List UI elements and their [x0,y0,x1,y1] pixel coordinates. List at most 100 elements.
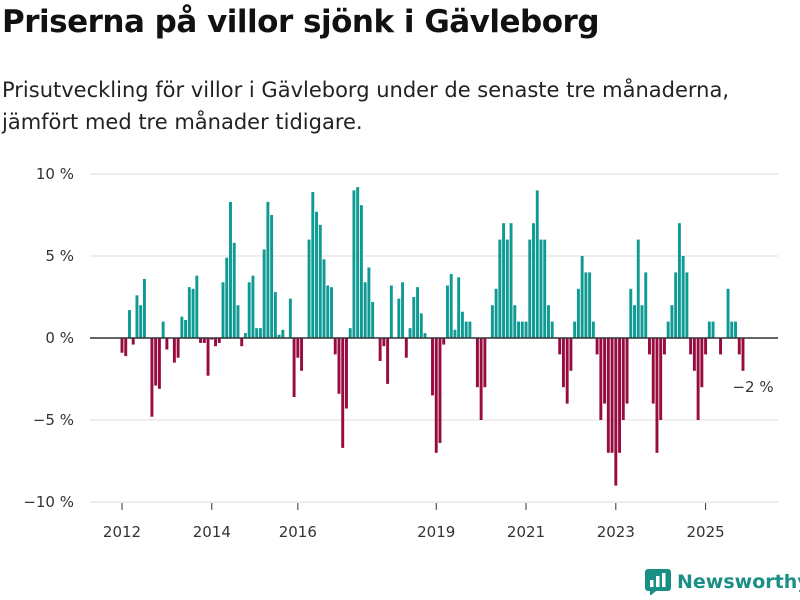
x-tick-label: 2012 [103,523,141,541]
bar [576,288,580,338]
bar [618,338,622,453]
bar [670,305,674,338]
bar [502,223,506,338]
bar [719,338,723,355]
bar [371,301,375,338]
bar [543,239,547,338]
bar [651,338,655,404]
bar [453,329,457,338]
bar [520,321,524,338]
x-tick-label: 2016 [279,523,317,541]
bar [128,310,131,338]
bar [367,267,371,338]
bar [217,338,221,343]
bar [187,287,191,338]
bar [266,201,270,338]
bar [386,338,390,384]
bar [457,277,461,338]
bar [389,285,393,338]
bar [610,338,614,453]
bar [614,338,618,486]
bar [494,288,498,338]
bar [490,305,494,338]
bar [737,338,741,355]
bar [599,338,603,420]
bar [322,259,326,338]
bar [184,319,188,338]
bar [150,338,154,417]
bar [468,321,472,338]
brand-logo: Newsworthy [645,569,800,595]
bar-chart: 10 % 5 % 0 % −5 % −10 % 2012 2014 2016 2019 2021… [23,165,778,541]
y-tick-label: 5 % [45,247,74,265]
bar [180,316,184,338]
brand-name: Newsworthy [677,571,800,593]
bar [404,338,408,358]
bar [214,338,217,347]
bar [165,338,169,350]
bar [558,338,562,355]
bar [629,288,633,338]
bar [550,321,554,338]
bar [401,282,405,338]
bar [172,338,176,363]
bar [300,338,304,371]
bar [419,313,423,338]
bar [236,305,240,338]
bar [240,338,244,347]
bar [363,282,367,338]
bar [565,338,569,404]
bar [352,190,356,338]
bar [408,328,412,338]
y-axis-tick-labels: 10 % 5 % 0 % −5 % −10 % [23,165,74,511]
bar [326,285,330,338]
bar [210,338,214,340]
bar [124,338,128,357]
x-axis: 2012 2014 2016 2019 2021 2023 2025 [103,503,725,541]
bar [311,192,315,338]
bar [666,321,670,338]
bar [505,239,509,338]
bar [423,333,427,338]
bar [696,338,700,420]
bar [157,338,161,389]
x-tick-label: 2019 [417,523,455,541]
bar [337,338,341,394]
bar [251,275,255,338]
bar [232,242,236,338]
bar [655,338,659,453]
bar [513,305,517,338]
bar [359,205,363,338]
y-tick-label: 0 % [45,329,74,347]
bar [580,256,584,338]
bar [689,338,693,355]
bar [416,287,419,338]
bar [621,338,625,420]
chart-title: Priserna på villor sjönk i Gävleborg [2,4,600,40]
bar [202,338,206,343]
bar [330,287,333,338]
bar [498,239,502,338]
bar [247,282,251,338]
bar [588,272,592,338]
bar [315,211,318,338]
bar [479,338,483,420]
bar [532,223,535,338]
bar [221,282,225,338]
bar [318,224,322,338]
bar [382,338,386,347]
bar [176,338,180,358]
bar [345,338,348,409]
x-tick-label: 2025 [686,523,724,541]
bar [528,239,532,338]
bar [539,239,543,338]
bar [225,257,229,338]
bar [277,334,281,338]
gridlines [90,173,778,503]
bars [120,187,745,486]
bar [131,338,135,345]
bar [460,311,464,338]
bar [341,338,345,448]
bar [707,321,711,338]
bar [524,321,528,338]
